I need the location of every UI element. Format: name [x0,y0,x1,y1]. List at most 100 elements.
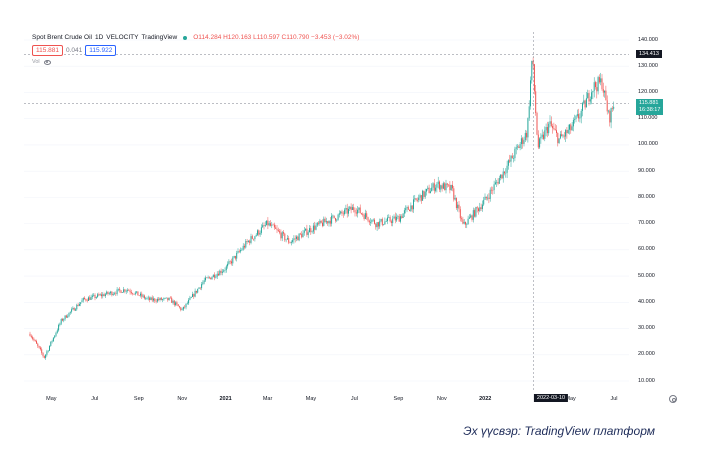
candle-body [211,277,213,280]
candle-body [32,337,34,339]
price-tick-label: 100.000 [638,141,658,148]
candle-body [361,213,362,214]
candle-body [106,291,108,295]
candle-body [540,136,542,139]
candle-body [328,220,330,224]
candle-body [297,236,299,241]
candle-body [509,160,511,162]
candle-body [390,221,392,223]
candle-body [545,127,547,131]
candle-body [528,106,530,119]
candle-body [336,219,338,221]
eye-icon[interactable] [43,59,51,65]
candle-body [185,303,187,308]
interval-label[interactable]: 1D [94,34,104,41]
candle-body [71,309,73,312]
buy-button[interactable]: 115.922 [85,45,117,56]
candle-body [565,130,567,137]
symbol-name[interactable]: Spot Brent Crude Oil [32,34,92,41]
candle-body [467,218,469,225]
candle-body [311,231,313,233]
candle-body [595,82,596,88]
candle-body [167,297,169,301]
candle-body [286,238,288,240]
crosshair-price-badge: 134.413 [636,50,662,58]
candle-body [448,184,450,186]
candle-body [519,144,521,148]
candle-body [112,293,114,296]
candle-body [51,341,53,342]
spread-value: 0.041 [66,47,83,54]
candle-body [349,206,351,209]
candle-body [351,207,353,210]
candle-body [58,324,60,331]
candle-body [193,294,195,297]
candle-body [218,273,219,276]
candle-body [541,134,543,137]
candle-body [316,222,318,226]
candle-body [432,183,434,188]
candle-body [483,199,485,205]
crosshair-date-badge: 2022-03-10 [533,394,569,402]
candle-body [416,199,418,201]
price-tick-label: 30.000 [638,325,655,332]
candle-body [250,236,252,243]
candle-body [501,174,503,179]
candle-body [90,296,92,300]
candle-body [372,219,374,221]
candle-body [500,174,502,179]
price-chart[interactable] [24,32,688,410]
candle-body [600,78,602,83]
candle-body [458,204,460,210]
candle-body [376,222,378,228]
candle-body [492,190,494,191]
candle-body [257,230,258,235]
candle-body [472,210,474,220]
settings-gear-icon[interactable] [669,395,677,403]
candle-body [422,190,424,201]
candle-body [138,295,140,297]
sell-button[interactable]: 115.881 [32,45,64,56]
candle-body [567,129,569,134]
candle-body [130,292,132,294]
candle-body [169,297,171,299]
candle-body [65,315,67,318]
candle-body [485,196,487,199]
candle-body [548,123,550,134]
candle-body [544,130,546,139]
candle-body [176,302,178,305]
candle-body [67,316,69,318]
candle-body [470,215,472,218]
symbol-legend[interactable]: Spot Brent Crude Oil 1D VELOCITY Trading… [32,34,359,41]
candle-body [389,217,391,222]
candle-body [558,138,560,144]
candle-body [240,250,242,252]
candle-body [523,140,525,144]
candle-body [366,213,368,218]
candle-body [441,185,443,189]
candle-body [237,251,239,253]
candle-body [210,277,212,280]
price-tick-label: 20.000 [638,351,655,358]
volume-indicator[interactable]: Vol [32,59,51,65]
candle-body [364,213,366,219]
candle-body [543,134,544,139]
candle-body [34,340,36,342]
candle-body [283,232,284,234]
candle-body [143,295,145,299]
candle-body [236,252,238,259]
candle-body [345,207,347,210]
candle-body [55,332,57,336]
candle-body [258,230,260,235]
candle-body [203,280,205,283]
candle-body [322,222,323,226]
chart-frame[interactable]: Spot Brent Crude Oil 1D VELOCITY Trading… [24,32,688,410]
candle-body [463,221,465,224]
candle-body [140,293,141,296]
candle-body [128,289,130,291]
candle-body [344,209,346,215]
candle-body [457,204,459,209]
time-tick-label: 2021 [219,396,232,402]
candle-body [418,197,420,200]
candle-body [277,229,279,232]
